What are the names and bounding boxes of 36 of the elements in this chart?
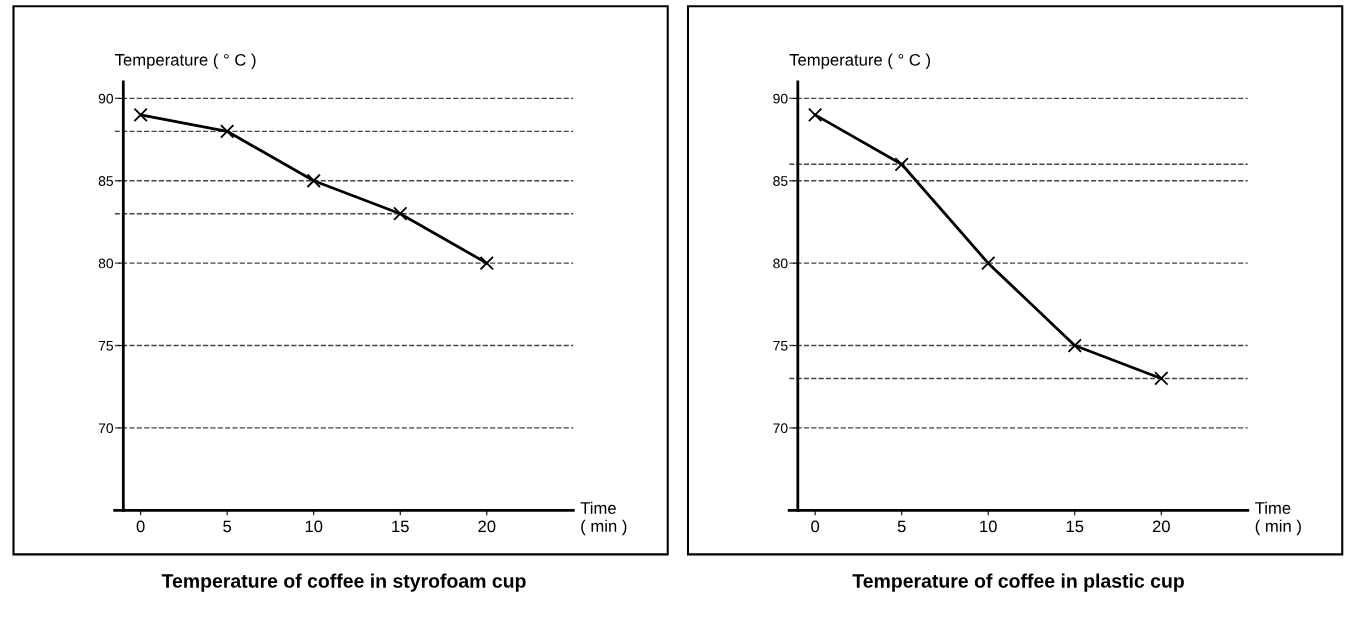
y-tick-label: 70 [773, 423, 788, 434]
y-tick-label: 80 [98, 258, 114, 269]
y-tick-label: 70 [98, 423, 114, 434]
x-axis-title: Time ( min ) [580, 501, 627, 536]
point [1154, 371, 1169, 386]
text: Temperature of coffee in plastic cup [852, 573, 1184, 592]
y-tick-label: 75 [773, 341, 788, 351]
x-tick-label: 5 [223, 520, 232, 533]
point [807, 107, 823, 123]
point [393, 206, 408, 221]
point [306, 173, 321, 188]
y-axis-title: Temperature ( ° C ) [115, 53, 256, 70]
x-axis-title: Time ( min ) [1255, 501, 1301, 536]
point [981, 255, 996, 271]
y-tick-label: 80 [773, 258, 788, 269]
y-tick-label: 90 [773, 93, 788, 104]
x-tick-label: 15 [1066, 520, 1084, 533]
y-tick-label: 75 [98, 341, 114, 351]
x-tick-label: 0 [811, 520, 820, 533]
x-tick-label: 20 [1152, 520, 1170, 533]
text: Temperature of coffee in styrofoam cup [161, 573, 526, 592]
point [1067, 338, 1082, 353]
x-tick-label: 0 [136, 520, 145, 533]
y-tick-label: 90 [98, 93, 114, 104]
point [479, 255, 494, 271]
x-tick-label: 15 [392, 520, 409, 533]
point [133, 107, 148, 123]
y-axis-title: Temperature ( ° C ) [789, 53, 931, 70]
x-tick-label: 20 [478, 520, 496, 533]
x-tick-label: 5 [897, 520, 906, 533]
point [894, 157, 909, 172]
y-tick-label: 85 [98, 176, 114, 186]
point [220, 124, 235, 139]
x-tick-label: 10 [305, 520, 323, 533]
y-tick-label: 85 [773, 176, 788, 186]
x-tick-label: 10 [980, 520, 997, 533]
